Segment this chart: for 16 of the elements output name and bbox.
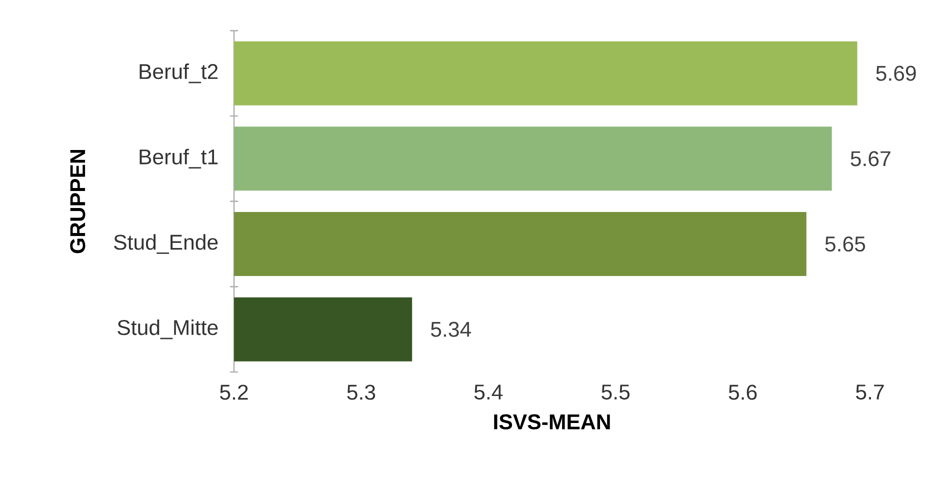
x-tick-label: 5.4	[474, 384, 503, 400]
y-tick-label: Beruf_t2	[140, 63, 218, 84]
x-axis-title: ISVS-MEAN	[494, 414, 610, 430]
data-label: 5.69	[876, 66, 916, 81]
x-tick-label: 5.7	[856, 384, 884, 400]
x-tick-label: 5.6	[728, 384, 757, 400]
y-tick-label: Beruf_t1	[140, 148, 218, 169]
y-axis-title: GRUPPEN	[70, 150, 86, 254]
data-label: 5.67	[850, 151, 890, 166]
x-tick-label: 5.5	[602, 384, 630, 400]
x-tick-label: 5.2	[220, 384, 248, 400]
y-tick-label: Stud_Mitte	[118, 319, 218, 340]
data-label: 5.34	[430, 322, 472, 337]
y-tick-label: Stud_Ende	[114, 234, 218, 254]
data-label: 5.65	[825, 236, 866, 252]
x-tick-label: 5.3	[347, 384, 376, 400]
